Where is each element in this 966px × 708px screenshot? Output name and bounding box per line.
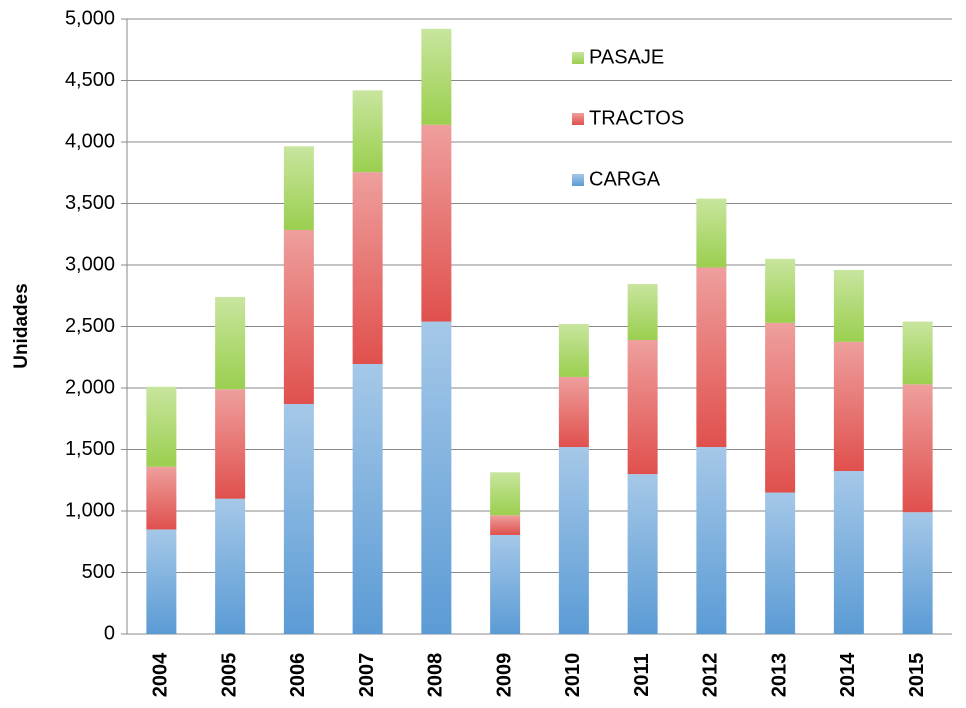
x-tick-label: 2010 bbox=[562, 653, 584, 698]
legend-label: TRACTOS bbox=[589, 107, 684, 129]
y-tick-label: 1,500 bbox=[65, 438, 115, 460]
bar-segment bbox=[283, 229, 314, 404]
bar-segment bbox=[902, 321, 933, 385]
y-tick-label: 3,500 bbox=[65, 192, 115, 214]
y-axis-title: Unidades bbox=[11, 283, 32, 369]
bar-segment bbox=[627, 340, 658, 475]
x-tick-label: 2013 bbox=[768, 653, 790, 698]
bar-segment bbox=[696, 267, 727, 448]
legend-label: PASAJE bbox=[589, 46, 664, 68]
bar-segment bbox=[215, 296, 246, 390]
bar-segment bbox=[490, 472, 521, 516]
x-tick-label: 2012 bbox=[700, 653, 722, 698]
x-tick-label: 2006 bbox=[287, 653, 309, 698]
x-tick-label: 2007 bbox=[356, 653, 378, 698]
bar-segment bbox=[352, 90, 383, 173]
bar-segment bbox=[215, 498, 246, 634]
bar-segment bbox=[833, 341, 864, 472]
bar-segment bbox=[490, 534, 521, 634]
y-tick-label: 4,000 bbox=[65, 130, 115, 152]
legend-swatch bbox=[572, 113, 584, 125]
bar-segment bbox=[283, 146, 314, 230]
bar-segment bbox=[421, 321, 452, 634]
x-tick-label: 2009 bbox=[493, 653, 515, 698]
bar-segment bbox=[696, 447, 727, 634]
y-tick-label: 1,000 bbox=[65, 499, 115, 521]
bar-segment bbox=[283, 403, 314, 634]
x-tick-label: 2005 bbox=[218, 653, 240, 698]
bar-segment bbox=[902, 512, 933, 634]
x-tick-label: 2008 bbox=[425, 653, 447, 698]
bar-segment bbox=[558, 376, 589, 448]
bar-segment bbox=[421, 124, 452, 322]
bar-segment bbox=[833, 471, 864, 634]
y-tick-label: 0 bbox=[104, 622, 115, 644]
bar-segment bbox=[352, 364, 383, 634]
y-tick-label: 5,000 bbox=[65, 7, 115, 29]
bar-segment bbox=[765, 258, 796, 323]
bar-segment bbox=[215, 389, 246, 499]
bar-segment bbox=[765, 492, 796, 634]
bar-segment bbox=[627, 284, 658, 341]
x-tick-label: 2014 bbox=[837, 652, 859, 697]
y-tick-label: 4,500 bbox=[65, 69, 115, 91]
y-tick-label: 500 bbox=[82, 561, 115, 583]
x-tick-label: 2011 bbox=[631, 653, 653, 696]
bar-segment bbox=[627, 474, 658, 634]
bar-segment bbox=[490, 515, 521, 535]
legend-label: CARGA bbox=[589, 168, 661, 190]
bar-segment bbox=[146, 386, 177, 467]
y-tick-label: 3,000 bbox=[65, 253, 115, 275]
bar-segment bbox=[146, 466, 177, 530]
x-tick-label: 2004 bbox=[150, 652, 172, 697]
x-tick-label: 2015 bbox=[906, 653, 928, 698]
legend-swatch bbox=[572, 174, 584, 186]
bar-segment bbox=[696, 198, 727, 268]
bar-segment bbox=[352, 172, 383, 365]
legend-swatch bbox=[572, 52, 584, 64]
bar-segment bbox=[902, 384, 933, 513]
bar-segment bbox=[765, 322, 796, 493]
bar-segment bbox=[421, 28, 452, 125]
bar-segment bbox=[146, 529, 177, 634]
bar-segment bbox=[558, 324, 589, 377]
bar-segment bbox=[558, 447, 589, 634]
y-tick-label: 2,500 bbox=[65, 315, 115, 337]
bar-segment bbox=[833, 269, 864, 342]
y-tick-label: 2,000 bbox=[65, 376, 115, 398]
